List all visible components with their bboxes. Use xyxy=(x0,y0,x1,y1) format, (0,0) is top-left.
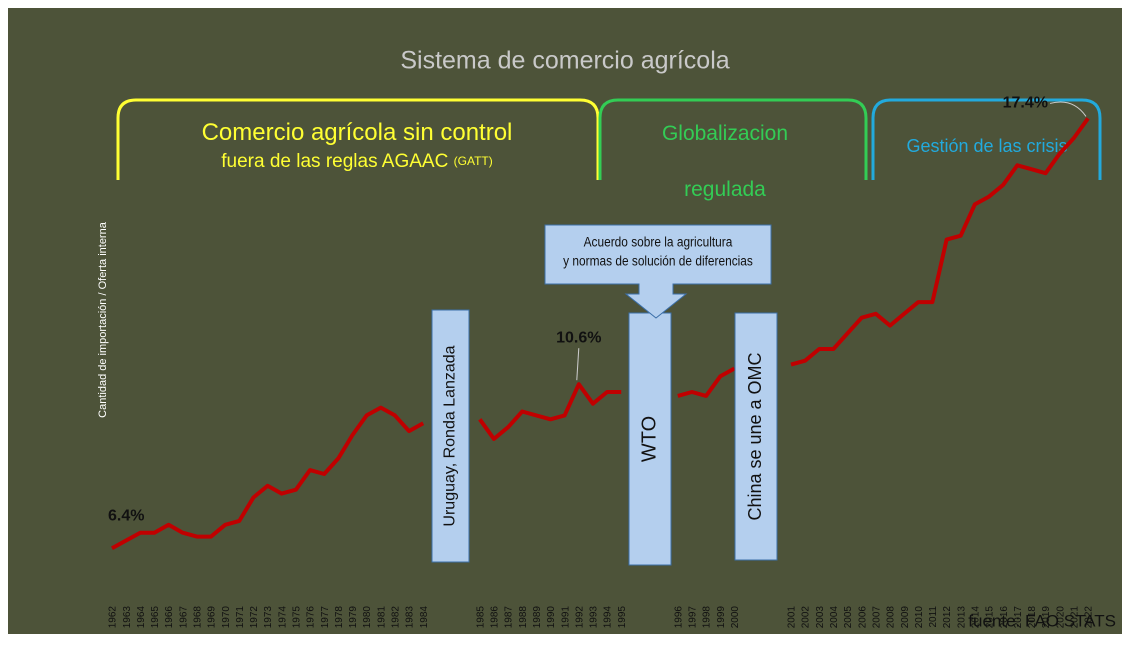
x-tick-label: 1971 xyxy=(235,606,246,629)
x-tick-label: 1978 xyxy=(334,606,345,629)
period-label-text: Globalizacion xyxy=(662,122,788,145)
callout-text: Acuerdo sobre la agricultura xyxy=(584,234,733,250)
x-tick-label: 2007 xyxy=(871,606,882,629)
x-tick-label: 2004 xyxy=(829,606,840,629)
value-label: 17.4% xyxy=(1003,95,1048,112)
x-tick-label: 1963 xyxy=(122,606,133,629)
period-label: Comercio agrícola sin control xyxy=(202,119,513,146)
period-label-text: Comercio agrícola sin control xyxy=(202,119,513,146)
source: fuente: FAO STATS xyxy=(968,611,1116,630)
x-tick-label: 2017 xyxy=(1013,606,1024,629)
x-tick-label: 1979 xyxy=(348,606,359,629)
x-tick-label: 2005 xyxy=(843,606,854,629)
x-tick-label: 2018 xyxy=(1027,606,1038,629)
x-tick-label: 1969 xyxy=(207,606,218,629)
x-tick-label: 1964 xyxy=(136,606,147,629)
event-label: WTO xyxy=(638,416,660,462)
x-tick-label: 1975 xyxy=(292,606,303,629)
value-label: 10.6% xyxy=(556,329,601,346)
leader-line xyxy=(1049,101,1087,117)
event-label: Uruguay, Ronda Lanzada xyxy=(442,345,459,526)
event-box xyxy=(734,312,778,561)
period-label: regulada xyxy=(684,178,766,201)
x-tick-label: 2022 xyxy=(1084,606,1095,629)
x-tick-label: 2014 xyxy=(970,606,981,629)
x-tick-label: 1967 xyxy=(178,606,189,629)
x-tick-label: 1992 xyxy=(574,606,585,629)
x-tick-label: 1966 xyxy=(164,606,175,629)
chart-background xyxy=(8,8,1122,634)
value-label: 6.4% xyxy=(108,508,144,525)
x-tick-label: 1965 xyxy=(150,606,161,629)
x-tick-label: 2019 xyxy=(1041,606,1052,629)
x-tick-label: 1968 xyxy=(193,606,204,629)
x-tick-label: 1984 xyxy=(419,606,430,629)
x-tick-label: 1981 xyxy=(376,606,387,629)
x-tick-label: 1986 xyxy=(490,606,501,629)
event-box xyxy=(431,309,470,563)
x-tick-label: 1988 xyxy=(518,606,529,629)
x-tick-label: 2013 xyxy=(956,606,967,629)
x-tick-label: 1977 xyxy=(320,606,331,629)
x-tick-label: 1990 xyxy=(546,606,557,629)
chart-title: Sistema de comercio agrícola xyxy=(400,47,729,75)
x-tick-label: 2016 xyxy=(999,606,1010,629)
period-bracket xyxy=(598,98,868,180)
x-tick-label: 2002 xyxy=(801,606,812,629)
callout-text: y normas de solución de diferencias xyxy=(563,253,753,269)
x-tick-label: 1980 xyxy=(362,606,373,629)
x-tick-label: 1997 xyxy=(688,606,699,629)
x-tick-label: 1995 xyxy=(617,606,628,629)
x-tick-label: 1973 xyxy=(263,606,274,629)
x-tick-label: 1989 xyxy=(532,606,543,629)
x-tick-label: 1993 xyxy=(589,606,600,629)
period-label-text: Gestión de las crisis xyxy=(906,136,1067,156)
period-note: (GATT) xyxy=(454,154,493,168)
event-label: China se une a OMC xyxy=(745,352,765,520)
period-label-text: regulada xyxy=(684,178,766,201)
period-bracket xyxy=(116,98,600,180)
x-tick-label: 1999 xyxy=(716,606,727,629)
x-tick-label: 1994 xyxy=(603,606,614,629)
x-tick-label: 2012 xyxy=(942,606,953,629)
x-tick-label: 1998 xyxy=(702,606,713,629)
event-box xyxy=(628,312,672,566)
period-label: Globalizacion xyxy=(662,122,788,145)
x-tick-label: 2003 xyxy=(815,606,826,629)
x-tick-label: 2011 xyxy=(928,606,939,628)
x-tick-label: 2010 xyxy=(914,606,925,629)
x-tick-label: 2021 xyxy=(1069,606,1080,629)
x-tick-label: 1996 xyxy=(673,606,684,629)
x-tick-label: 1972 xyxy=(249,606,260,629)
callout-box xyxy=(544,224,772,319)
data-line xyxy=(111,117,1090,551)
x-tick-label: 2009 xyxy=(900,606,911,629)
x-tick-label: 2020 xyxy=(1055,606,1066,629)
period-bracket xyxy=(871,98,1102,180)
x-tick-label: 2015 xyxy=(985,606,996,629)
leader-line xyxy=(576,348,580,381)
x-tick-label: 1991 xyxy=(560,606,571,629)
x-tick-label: 1985 xyxy=(475,606,486,629)
x-tick-label: 2006 xyxy=(857,606,868,629)
period-label-text: fuera de las reglas AGAAC xyxy=(221,151,448,172)
y-axis-label: Cantidad de importación / Oferta interna xyxy=(97,221,109,418)
x-tick-label: 1976 xyxy=(306,606,317,629)
x-tick-label: 1987 xyxy=(504,606,515,629)
x-tick-label: 2001 xyxy=(787,606,798,629)
x-tick-label: 2008 xyxy=(886,606,897,629)
x-tick-label: 1982 xyxy=(391,606,402,629)
x-tick-label: 1962 xyxy=(108,606,119,629)
period-label: Gestión de las crisis xyxy=(906,136,1067,156)
x-tick-label: 1974 xyxy=(277,606,288,629)
x-tick-label: 2000 xyxy=(730,606,741,629)
period-label: fuera de las reglas AGAAC (GATT) xyxy=(221,151,492,172)
x-tick-label: 1970 xyxy=(221,606,232,629)
x-tick-label: 1983 xyxy=(405,606,416,629)
